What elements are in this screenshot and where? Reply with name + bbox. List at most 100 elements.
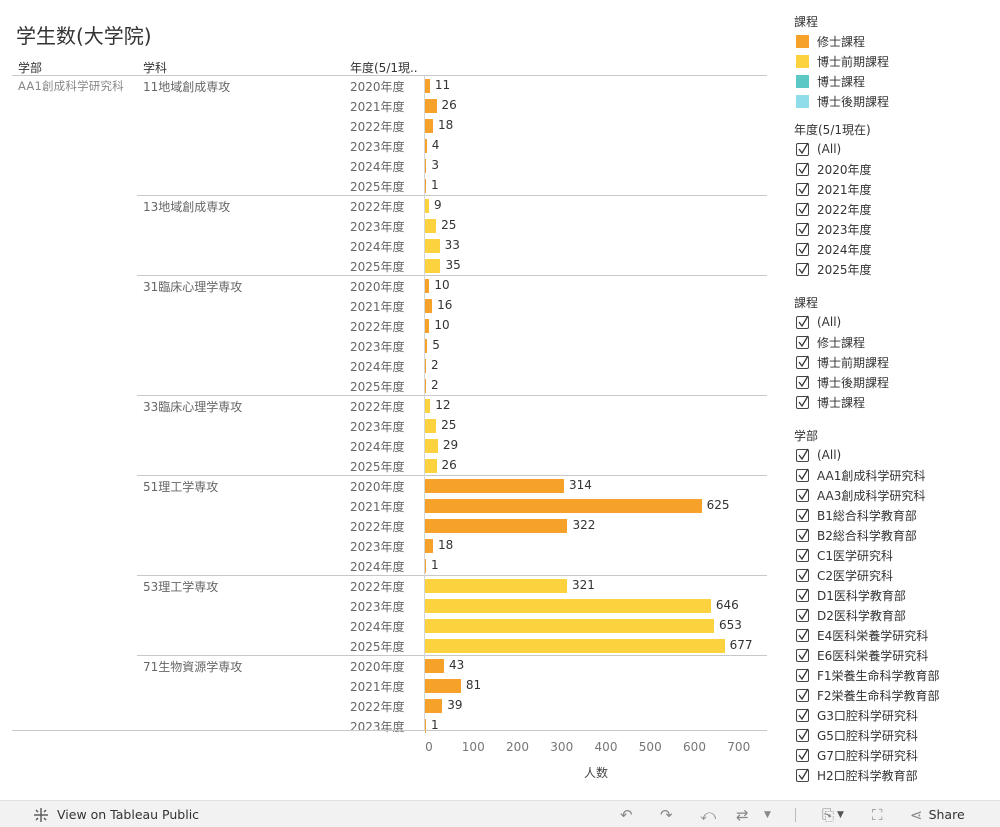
toolbar-divider bbox=[795, 801, 796, 827]
filter-option[interactable]: C1医学研究科 bbox=[796, 545, 893, 565]
filter-option[interactable]: 2023年度 bbox=[796, 219, 872, 239]
year-label: 2023年度 bbox=[350, 140, 405, 154]
checkbox-checked-icon[interactable] bbox=[796, 162, 809, 176]
bar bbox=[425, 679, 461, 693]
filter-option[interactable]: E6医科栄養学研究科 bbox=[796, 645, 928, 665]
refresh-icon[interactable]: ⇄ bbox=[736, 805, 749, 824]
checkbox-checked-icon[interactable] bbox=[796, 395, 809, 409]
legend-item[interactable]: 修士課程 bbox=[796, 31, 865, 51]
group-divider bbox=[137, 395, 767, 396]
checkbox-checked-icon[interactable] bbox=[796, 668, 809, 682]
filter-option[interactable]: (All) bbox=[796, 445, 841, 465]
year-label: 2023年度 bbox=[350, 340, 405, 354]
checkbox-checked-icon[interactable] bbox=[796, 528, 809, 542]
filter-option[interactable]: H2口腔科学教育部 bbox=[796, 765, 918, 785]
filter-option[interactable]: G5口腔科学研究科 bbox=[796, 725, 918, 745]
view-on-tableau-button[interactable]: View on Tableau Public bbox=[33, 801, 199, 827]
filter-option[interactable]: B1総合科学教育部 bbox=[796, 505, 917, 525]
redo-icon[interactable]: ↷ bbox=[660, 805, 673, 824]
checkbox-checked-icon[interactable] bbox=[796, 448, 809, 462]
filter-option-label: (All) bbox=[817, 142, 842, 156]
checkbox-checked-icon[interactable] bbox=[796, 182, 809, 196]
checkbox-checked-icon[interactable] bbox=[796, 608, 809, 622]
filter-option[interactable]: D2医科学教育部 bbox=[796, 605, 906, 625]
filter-option[interactable]: G7口腔科学研究科 bbox=[796, 745, 918, 765]
checkbox-checked-icon[interactable] bbox=[796, 648, 809, 662]
filter-option[interactable]: 2022年度 bbox=[796, 199, 872, 219]
legend-item[interactable]: 博士課程 bbox=[796, 71, 865, 91]
filter-option[interactable]: D1医科学教育部 bbox=[796, 585, 906, 605]
checkbox-checked-icon[interactable] bbox=[796, 202, 809, 216]
bar-value-label: 33 bbox=[444, 238, 460, 252]
group-divider bbox=[137, 275, 767, 276]
checkbox-checked-icon[interactable] bbox=[796, 142, 809, 156]
checkbox-checked-icon[interactable] bbox=[796, 488, 809, 502]
filter-option[interactable]: (All) bbox=[796, 312, 841, 332]
share-button[interactable]: ⋖ Share bbox=[910, 801, 965, 827]
checkbox-checked-icon[interactable] bbox=[796, 548, 809, 562]
checkbox-checked-icon[interactable] bbox=[796, 335, 809, 349]
bar bbox=[425, 479, 564, 493]
bar bbox=[425, 99, 437, 113]
checkbox-checked-icon[interactable] bbox=[796, 768, 809, 782]
legend-item[interactable]: 博士後期課程 bbox=[796, 91, 889, 111]
year-label: 2024年度 bbox=[350, 360, 405, 374]
bar-value-label: 18 bbox=[437, 538, 454, 552]
share-icon: ⋖ bbox=[910, 805, 923, 824]
filter-option[interactable]: (All) bbox=[796, 139, 841, 159]
checkbox-checked-icon[interactable] bbox=[796, 355, 809, 369]
legend-item[interactable]: 博士前期課程 bbox=[796, 51, 889, 71]
checkbox-checked-icon[interactable] bbox=[796, 708, 809, 722]
year-label: 2022年度 bbox=[350, 580, 405, 594]
checkbox-checked-icon[interactable] bbox=[796, 468, 809, 482]
checkbox-checked-icon[interactable] bbox=[796, 748, 809, 762]
filter-option[interactable]: C2医学研究科 bbox=[796, 565, 893, 585]
bar bbox=[425, 379, 426, 393]
filter-option[interactable]: 博士前期課程 bbox=[796, 352, 889, 372]
checkbox-checked-icon[interactable] bbox=[796, 222, 809, 236]
year-label: 2021年度 bbox=[350, 500, 405, 514]
filter-option[interactable]: 修士課程 bbox=[796, 332, 865, 352]
year-label: 2025年度 bbox=[350, 640, 405, 654]
filter-option[interactable]: G3口腔科学研究科 bbox=[796, 705, 918, 725]
filter-option[interactable]: 2020年度 bbox=[796, 159, 872, 179]
filter-option[interactable]: F2栄養生命科学教育部 bbox=[796, 685, 940, 705]
filter-option[interactable]: 2024年度 bbox=[796, 239, 872, 259]
bar-value-label: 5 bbox=[432, 338, 440, 352]
bar bbox=[425, 579, 568, 593]
download-icon[interactable]: ⎘ ▼ bbox=[822, 805, 844, 824]
checkbox-checked-icon[interactable] bbox=[796, 508, 809, 522]
bar bbox=[425, 659, 445, 673]
checkbox-checked-icon[interactable] bbox=[796, 628, 809, 642]
filter-option[interactable]: F1栄養生命科学教育部 bbox=[796, 665, 940, 685]
bar-value-label: 646 bbox=[715, 598, 739, 612]
bar-value-label: 18 bbox=[437, 118, 454, 132]
undo-icon[interactable]: ↶ bbox=[620, 805, 633, 824]
filter-option[interactable]: 2021年度 bbox=[796, 179, 872, 199]
checkbox-checked-icon[interactable] bbox=[796, 588, 809, 602]
revert-icon[interactable]: ⤺ bbox=[700, 805, 717, 824]
filter-option[interactable]: 博士後期課程 bbox=[796, 372, 889, 392]
checkbox-checked-icon[interactable] bbox=[796, 568, 809, 582]
filter-option[interactable]: B2総合科学教育部 bbox=[796, 525, 917, 545]
filter-option[interactable]: AA1創成科学研究科 bbox=[796, 465, 925, 485]
checkbox-checked-icon[interactable] bbox=[796, 315, 809, 329]
checkbox-checked-icon[interactable] bbox=[796, 728, 809, 742]
chevron-down-icon[interactable]: ▼ bbox=[764, 809, 771, 820]
year-label: 2024年度 bbox=[350, 560, 405, 574]
checkbox-checked-icon[interactable] bbox=[796, 688, 809, 702]
checkbox-checked-icon[interactable] bbox=[796, 242, 809, 256]
filter-option-label: D2医科学教育部 bbox=[817, 608, 906, 623]
filter-option[interactable]: E4医科栄養学研究科 bbox=[796, 625, 928, 645]
checkbox-checked-icon[interactable] bbox=[796, 262, 809, 276]
filter-option[interactable]: AA3創成科学研究科 bbox=[796, 485, 925, 505]
bar-value-label: 1 bbox=[431, 718, 439, 732]
filter-option[interactable]: 2025年度 bbox=[796, 259, 872, 279]
fullscreen-icon[interactable]: ⛶ bbox=[872, 805, 883, 824]
bar bbox=[425, 339, 428, 353]
filter-option[interactable]: 博士課程 bbox=[796, 392, 865, 412]
bar-value-label: 26 bbox=[441, 458, 457, 472]
filter-option-label: G3口腔科学研究科 bbox=[817, 708, 918, 723]
checkbox-checked-icon[interactable] bbox=[796, 375, 809, 389]
legend-label: 博士後期課程 bbox=[817, 94, 890, 109]
